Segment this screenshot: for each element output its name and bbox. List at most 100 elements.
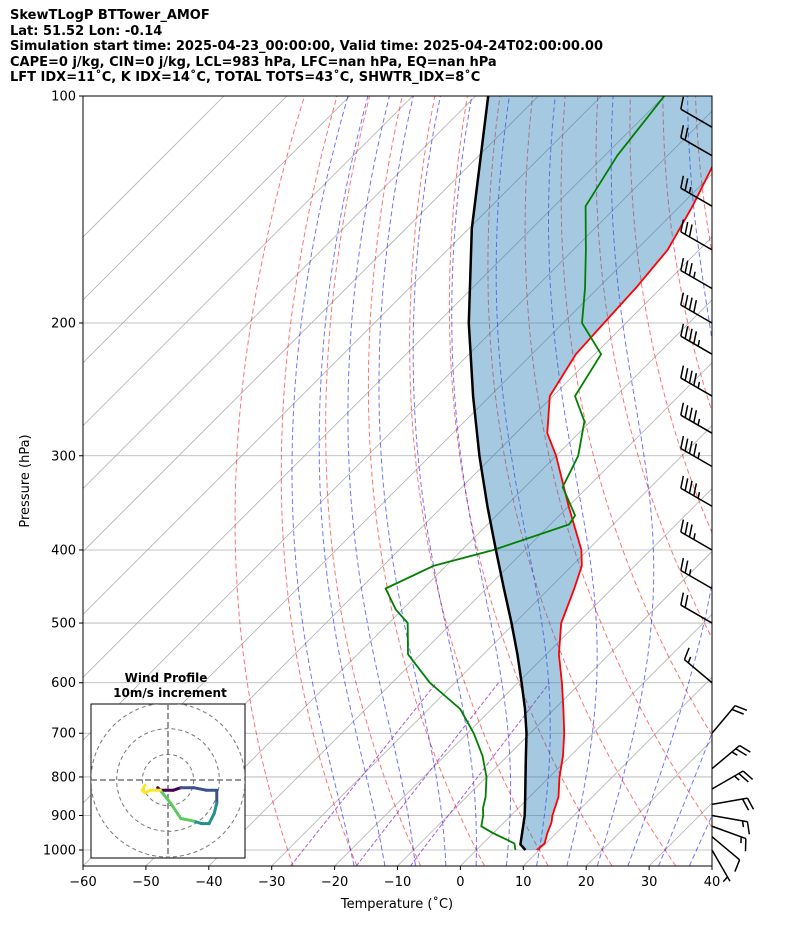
x-tick-label: −40 xyxy=(195,875,222,890)
barb-staff xyxy=(680,447,713,468)
dry-adiabat-line xyxy=(694,96,712,256)
barb-flag xyxy=(684,260,689,274)
isotherm-line xyxy=(83,96,413,427)
isotherm-line xyxy=(145,299,712,866)
barb-flag xyxy=(742,770,754,780)
dewpoint-line xyxy=(384,96,666,851)
barb-flag xyxy=(738,772,749,783)
barb-half-flag xyxy=(688,186,692,194)
dry-adiabat-line xyxy=(367,96,485,866)
dry-adiabat-line xyxy=(448,96,613,866)
barb-staff xyxy=(683,659,713,684)
wind-barb xyxy=(680,365,713,397)
wind-barb xyxy=(711,849,731,883)
barb-flag xyxy=(680,257,685,271)
barb-half-flag xyxy=(697,381,701,389)
barb-flag xyxy=(746,821,751,835)
barb-flag xyxy=(693,483,698,496)
hodograph-inset: Wind Profile 10m/s increment xyxy=(90,671,246,859)
barb-staff xyxy=(680,487,713,507)
chart-title: SkewTLogP BTTower_AMOF xyxy=(10,8,210,23)
parcel-line xyxy=(467,96,528,851)
isotherm-line xyxy=(460,613,712,866)
dry-adiabat-line xyxy=(524,96,712,829)
barb-staff xyxy=(680,269,713,290)
dry-adiabat-line xyxy=(409,96,549,866)
wind-barb xyxy=(711,797,755,811)
dry-adiabat-line xyxy=(325,96,422,866)
barb-flag xyxy=(684,438,689,452)
moist-adiabat-line xyxy=(291,96,355,866)
barb-staff xyxy=(680,604,713,624)
chart-header: SkewTLogP BTTower_AMOF Lat: 51.52 Lon: -… xyxy=(10,8,603,86)
wind-barb xyxy=(683,647,713,684)
y-tick-label: 600 xyxy=(51,676,76,691)
wind-barb xyxy=(680,257,713,290)
isotherm-line xyxy=(775,96,794,866)
barb-flag xyxy=(680,96,685,110)
barb-half-flag xyxy=(722,876,729,883)
wind-barb xyxy=(711,836,741,872)
parcel-temperature-shading xyxy=(468,96,712,850)
barb-flag xyxy=(693,331,698,344)
barb-flag xyxy=(746,797,755,810)
wind-barb xyxy=(680,175,713,207)
wind-barb xyxy=(711,744,751,770)
barb-flag xyxy=(688,407,693,421)
barb-flag xyxy=(735,748,747,756)
barb-flag xyxy=(688,328,693,342)
barb-flag xyxy=(680,435,685,449)
barb-flag xyxy=(680,365,685,379)
barb-staff xyxy=(680,377,713,397)
y-axis-label: Pressure (hPa) xyxy=(18,434,33,527)
barb-half-flag xyxy=(697,418,701,426)
wind-barb xyxy=(680,323,713,355)
x-tick-label: −10 xyxy=(384,875,411,890)
barb-half-flag xyxy=(697,452,701,459)
location-line: Lat: 51.52 Lon: -0.14 xyxy=(10,23,163,39)
isotherm-line xyxy=(83,96,225,238)
hodograph-segment xyxy=(207,811,216,826)
wind-barb xyxy=(711,770,754,790)
barb-flag xyxy=(684,478,689,491)
dry-adiabat-line xyxy=(560,96,712,737)
mixing-ratio-line xyxy=(355,682,499,866)
barb-half-flag xyxy=(693,533,696,540)
barb-flag xyxy=(693,299,698,313)
barb-flag xyxy=(739,744,751,753)
isotherm-line xyxy=(523,676,712,866)
hodograph-segment xyxy=(212,801,219,815)
stability-line: CAPE=0 j/kg, CIN=0 j/kg, LCL=983 hPa, LF… xyxy=(10,54,497,70)
y-tick-label: 200 xyxy=(51,316,76,331)
dry-adiabat-line xyxy=(595,96,712,640)
x-tick-label: 0 xyxy=(456,875,464,890)
y-tick-label: 1000 xyxy=(43,844,76,859)
wind-barb xyxy=(711,704,748,734)
barb-staff xyxy=(680,414,713,434)
barb-staff xyxy=(711,825,747,840)
wind-barb xyxy=(711,825,747,852)
wind-barbs xyxy=(680,96,755,883)
barb-flag xyxy=(684,594,689,608)
isotherm-line xyxy=(83,96,288,301)
moist-adiabat-line xyxy=(658,731,712,866)
barb-staff xyxy=(711,849,731,882)
x-tick-label: 40 xyxy=(704,875,721,890)
moist-adiabat-line xyxy=(347,96,416,866)
barb-half-flag xyxy=(697,339,701,347)
barb-flag xyxy=(683,647,690,660)
isotherm-line xyxy=(83,96,665,678)
barb-flag xyxy=(680,557,685,571)
isotherm-line xyxy=(271,425,712,866)
barb-flag xyxy=(688,480,693,494)
barb-staff xyxy=(680,231,713,251)
wind-barb xyxy=(680,475,713,507)
hodograph-segment xyxy=(169,801,178,813)
moist-adiabat-line xyxy=(720,96,794,866)
barb-flag xyxy=(688,224,693,238)
hodograph-segment xyxy=(179,817,196,823)
barb-flag xyxy=(680,475,685,489)
temperature-line xyxy=(536,165,712,851)
barb-staff xyxy=(680,335,713,355)
